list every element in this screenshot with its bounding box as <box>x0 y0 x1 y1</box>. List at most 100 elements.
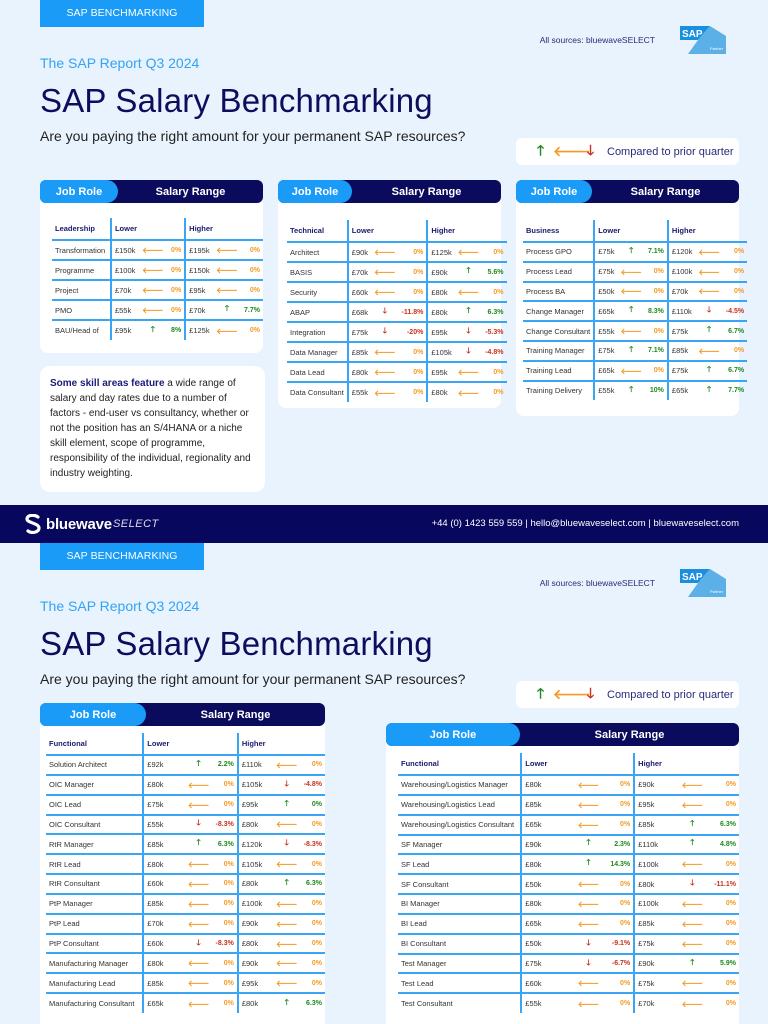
salary-card-functional-1: Job Role Salary Range Functional Lower Hi… <box>40 703 325 1024</box>
job-role-cell: PtP Lead <box>46 913 144 935</box>
higher-salary-cell: £70k <box>633 993 674 1014</box>
table-row: Solution Architect £92k 🡑 2.2% £110k 🡐 0… <box>46 755 325 776</box>
higher-salary-cell: £85k <box>666 340 696 362</box>
lower-change-cell: 8% <box>171 327 182 334</box>
higher-salary-cell: £95k <box>184 280 214 301</box>
higher-salary-cell: £80k <box>426 382 455 402</box>
table-header-row: Functional Lower Higher <box>398 753 739 776</box>
report-subtitle: The SAP Report Q3 2024 <box>40 598 200 614</box>
arrow-left-icon: 🡐 <box>569 794 608 816</box>
table-row: PMO £55k 🡐 0% £70k 🡑 7.7% <box>52 300 263 321</box>
lower-change-cell: 0% <box>212 893 238 915</box>
legend-label: Compared to prior quarter <box>607 145 734 158</box>
sap-partner-logo: SAP Partner <box>680 569 726 597</box>
higher-salary-cell: £75k <box>666 360 696 382</box>
arrow-down-icon: 🡓 <box>586 684 595 701</box>
lower-change-cell: -8.3% <box>212 814 238 836</box>
card-header: Job Role Salary Range <box>40 703 325 726</box>
lower-change-cell: 0% <box>212 973 238 995</box>
lower-salary-cell: £50k <box>593 281 618 303</box>
arrow-up-icon: 🡑 <box>272 874 301 895</box>
contact-info[interactable]: +44 (0) 1423 559 559 | hello@bluewavesel… <box>431 518 739 529</box>
bluewave-logo: bluewave SELECT <box>24 514 159 534</box>
arrow-left-icon: 🡐 <box>371 342 399 363</box>
table-header-row: Leadership Lower Higher <box>52 218 263 241</box>
arrow-left-icon: 🡐 <box>184 854 213 876</box>
arrow-down-icon: 🡓 <box>569 953 608 975</box>
arrow-left-icon: 🡐 <box>617 360 645 382</box>
job-role-cell: PMO <box>52 300 111 321</box>
lower-change-cell: 0% <box>413 389 424 396</box>
bluewave-mark-icon <box>25 514 41 534</box>
arrow-left-icon: 🡐 <box>272 814 301 836</box>
arrow-left-icon: 🡐 <box>216 326 238 336</box>
higher-change-cell: 0% <box>711 894 739 915</box>
lower-salary-cell: £85k <box>142 834 185 856</box>
job-role-cell: Training Lead <box>523 360 595 382</box>
salary-range-header: Salary Range <box>594 728 665 741</box>
lower-change-cell: 0% <box>607 794 635 816</box>
higher-change-cell: -4.5% <box>722 301 748 323</box>
lower-change-cell: 0% <box>620 1000 631 1008</box>
arrow-up-icon: 🡑 <box>673 834 712 856</box>
job-role-cell: Solution Architect <box>46 755 144 776</box>
trend-legend: 🡑 🡐 🡓 Compared to prior quarter <box>516 681 739 708</box>
table-header-row: Functional Lower Higher <box>46 733 325 756</box>
lower-salary-cell: £80k <box>142 854 185 876</box>
lower-change-cell: 0% <box>398 242 428 263</box>
table-row: BASIS £70k 🡐 0% £90k 🡑 5.6% <box>287 262 507 283</box>
job-role-cell: Security <box>287 282 348 303</box>
job-role-cell: RtR Consultant <box>46 874 144 895</box>
arrow-left-icon: 🡐 <box>213 240 241 261</box>
lower-salary-cell: £60k <box>520 973 570 995</box>
job-role-header: Job Role <box>40 180 118 203</box>
category-header: Functional <box>46 733 144 756</box>
higher-change-cell: 6.3% <box>306 1000 322 1008</box>
higher-change-cell: 6.7% <box>722 321 748 342</box>
arrow-left-icon: 🡐 <box>681 999 704 1009</box>
lower-salary-cell: £55k <box>109 300 140 321</box>
arrow-left-icon: 🡐 <box>673 933 712 955</box>
table-row: PtP Manager £85k 🡐 0% £100k 🡐 0% <box>46 893 325 915</box>
table-row: Data Lead £80k 🡐 0% £95k 🡐 0% <box>287 362 507 383</box>
card-header: Job Role Salary Range <box>40 180 263 203</box>
arrow-left-icon: 🡐 <box>213 280 241 301</box>
arrow-left-icon: 🡐 <box>371 242 399 263</box>
table-row: OIC Lead £75k 🡐 0% £95k 🡑 0% <box>46 794 325 816</box>
higher-change-cell: 0% <box>300 953 325 975</box>
arrow-down-icon: 🡓 <box>184 933 213 955</box>
lower-salary-cell: £95k <box>109 320 140 340</box>
lower-change-cell: -9.1% <box>607 933 635 955</box>
higher-salary-cell: £70k <box>184 300 214 321</box>
category-header: Technical <box>287 220 348 243</box>
table-row: Warehousing/Logistics Manager £80k 🡐 0% … <box>398 775 739 796</box>
arrow-left-icon: 🡐 <box>454 282 483 303</box>
higher-header: Higher <box>236 733 325 756</box>
lower-change-cell: 0% <box>398 342 428 363</box>
lower-change-cell: 0% <box>644 321 668 342</box>
sources-label: All sources: bluewaveSELECT <box>539 578 655 588</box>
table-row: Change Consultant £55k 🡐 0% £75k 🡑 6.7% <box>523 321 748 342</box>
lower-salary-cell: £50k <box>520 933 570 955</box>
higher-salary-cell: £90k <box>633 775 674 796</box>
table-row: Test Lead £60k 🡐 0% £75k 🡐 0% <box>398 973 739 995</box>
higher-salary-cell: £105k <box>236 854 273 876</box>
lower-salary-cell: £60k <box>142 933 185 955</box>
lower-salary-cell: £55k <box>142 814 185 836</box>
table-row: BAU/Head of £95k 🡑 8% £125k 🡐 0% <box>52 320 263 340</box>
job-role-cell: Process GPO <box>523 242 595 263</box>
lower-change-cell: 0% <box>223 1000 234 1008</box>
lower-salary-cell: £80k <box>142 953 185 975</box>
lower-change-cell: -11.8% <box>398 302 428 323</box>
lower-salary-cell: £80k <box>520 894 570 915</box>
higher-change-cell: 0% <box>722 242 748 263</box>
higher-salary-cell: £80k <box>236 993 273 1013</box>
arrow-up-icon: 🡑 <box>454 302 483 323</box>
higher-salary-cell: £90k <box>633 953 674 975</box>
arrow-left-icon: 🡐 <box>187 999 210 1009</box>
brand-name: bluewave <box>46 515 112 533</box>
lower-salary-cell: £92k <box>142 755 185 776</box>
report-page-2: SAP BENCHMARKING All sources: bluewaveSE… <box>0 543 768 1024</box>
higher-change-cell: 0% <box>711 794 739 816</box>
higher-change-cell: 0% <box>711 933 739 955</box>
